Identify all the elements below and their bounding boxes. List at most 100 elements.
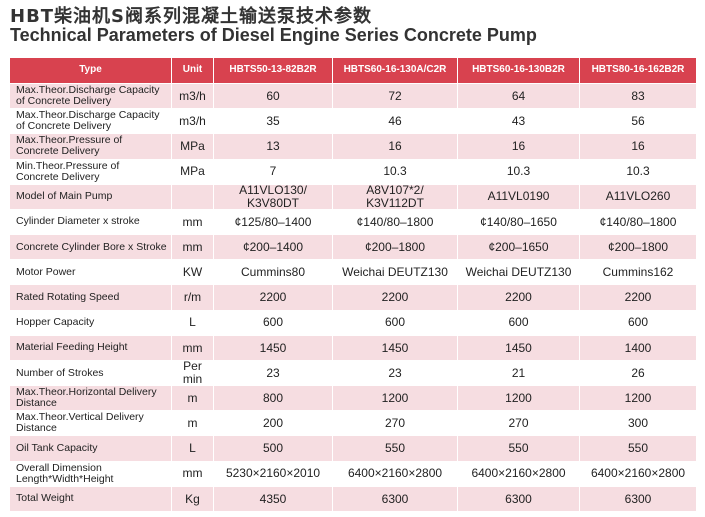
value-cell: 4350 [214, 486, 333, 512]
value-cell: ¢200–1650 [458, 235, 580, 261]
row-label: Number of Strokes [10, 360, 172, 387]
row-label: Total Weight [10, 486, 172, 512]
value-cell: ¢200–1800 [580, 235, 697, 261]
value-cell: 6400×2160×2800 [580, 461, 697, 487]
value-cell: 1450 [214, 335, 333, 361]
row-label: Hopper Capacity [10, 310, 172, 336]
row-label: Rated Rotating Speed [10, 285, 172, 311]
unit-cell: mm [172, 335, 214, 361]
value-cell: 72 [333, 84, 458, 110]
unit-cell: mm [172, 209, 214, 236]
row-label: Model of Main Pump [10, 184, 172, 210]
value-cell: 2200 [333, 285, 458, 311]
row-label: Material Feeding Height [10, 335, 172, 361]
column-header: Type [10, 58, 172, 84]
value-cell: 6400×2160×2800 [333, 461, 458, 487]
value-cell: ¢125/80–1400 [214, 209, 333, 236]
value-cell: 550 [333, 436, 458, 462]
value-cell: 600 [214, 310, 333, 336]
value-cell: 26 [580, 360, 697, 387]
value-cell: 56 [580, 109, 697, 135]
value-cell: 10.3 [333, 159, 458, 185]
value-cell: 300 [580, 411, 697, 437]
value-cell: A11VLO260 [580, 184, 697, 210]
value-cell: 600 [580, 310, 697, 336]
row-label: Max.Theor.Vertical Delivery Distance [10, 411, 172, 437]
row-label: Min.Theor.Pressure of Concrete Delivery [10, 159, 172, 185]
value-cell: 21 [458, 360, 580, 387]
value-cell: 5230×2160×2010 [214, 461, 333, 487]
value-cell: A11VLO130/ K3V80DT [214, 184, 333, 210]
value-cell: 16 [458, 134, 580, 160]
value-cell: A11VL0190 [458, 184, 580, 210]
unit-cell: L [172, 310, 214, 336]
row-label: Max.Theor.Pressure of Concrete Delivery [10, 134, 172, 160]
column-header: HBTS50-13-82B2R [214, 58, 333, 84]
subtitle: Technical Parameters of Diesel Engine Se… [10, 25, 537, 45]
value-cell: 23 [333, 360, 458, 387]
value-cell: 83 [580, 84, 697, 110]
value-cell: 500 [214, 436, 333, 462]
unit-cell: mm [172, 235, 214, 261]
row-label: Overall Dimension Length*Width*Height [10, 461, 172, 487]
value-cell: 600 [458, 310, 580, 336]
value-cell: 550 [458, 436, 580, 462]
value-cell: 800 [214, 386, 333, 412]
value-cell: 1450 [333, 335, 458, 361]
column-header: HBTS80-16-162B2R [580, 58, 697, 84]
value-cell: 46 [333, 109, 458, 135]
row-label: Oil Tank Capacity [10, 436, 172, 462]
value-cell: ¢200–1800 [333, 235, 458, 261]
unit-cell [172, 184, 214, 210]
unit-cell: MPa [172, 134, 214, 160]
value-cell: ¢140/80–1800 [333, 209, 458, 236]
value-cell: 2200 [458, 285, 580, 311]
value-cell: 43 [458, 109, 580, 135]
column-header: HBTS60-16-130B2R [458, 58, 580, 84]
value-cell: 10.3 [580, 159, 697, 185]
value-cell: 13 [214, 134, 333, 160]
value-cell: 200 [214, 411, 333, 437]
unit-cell: KW [172, 260, 214, 286]
unit-cell: mm [172, 461, 214, 487]
unit-cell: m3/h [172, 84, 214, 110]
value-cell: 550 [580, 436, 697, 462]
value-cell: 2200 [580, 285, 697, 311]
value-cell: Cummins162 [580, 260, 697, 286]
value-cell: ¢140/80–1650 [458, 209, 580, 236]
unit-cell: Kg [172, 486, 214, 512]
value-cell: 23 [214, 360, 333, 387]
value-cell: 6400×2160×2800 [458, 461, 580, 487]
row-label: Max.Theor.Horizontal Delivery Distance [10, 386, 172, 412]
value-cell: ¢140/80–1800 [580, 209, 697, 236]
value-cell: 35 [214, 109, 333, 135]
value-cell: 270 [458, 411, 580, 437]
value-cell: 1200 [333, 386, 458, 412]
value-cell: 16 [333, 134, 458, 160]
value-cell: Weichai DEUTZ130 [333, 260, 458, 286]
value-cell: 7 [214, 159, 333, 185]
value-cell: 6300 [333, 486, 458, 512]
column-header: HBTS60-16-130A/C2R [333, 58, 458, 84]
row-label: Max.Theor.Discharge Capacity of Concrete… [10, 109, 172, 135]
row-label: Concrete Cylinder Bore x Stroke [10, 235, 172, 261]
value-cell: ¢200–1400 [214, 235, 333, 261]
value-cell: 60 [214, 84, 333, 110]
value-cell: Weichai DEUTZ130 [458, 260, 580, 286]
column-header: Unit [172, 58, 214, 84]
value-cell: 16 [580, 134, 697, 160]
unit-cell: m [172, 386, 214, 412]
unit-cell: m [172, 411, 214, 437]
value-cell: A8V107*2/ K3V112DT [333, 184, 458, 210]
unit-cell: r/m [172, 285, 214, 311]
row-label: Motor Power [10, 260, 172, 286]
value-cell: 1200 [458, 386, 580, 412]
unit-cell: m3/h [172, 109, 214, 135]
value-cell: 1450 [458, 335, 580, 361]
value-cell: 6300 [458, 486, 580, 512]
value-cell: 10.3 [458, 159, 580, 185]
value-cell: 1400 [580, 335, 697, 361]
value-cell: 600 [333, 310, 458, 336]
value-cell: Cummins80 [214, 260, 333, 286]
